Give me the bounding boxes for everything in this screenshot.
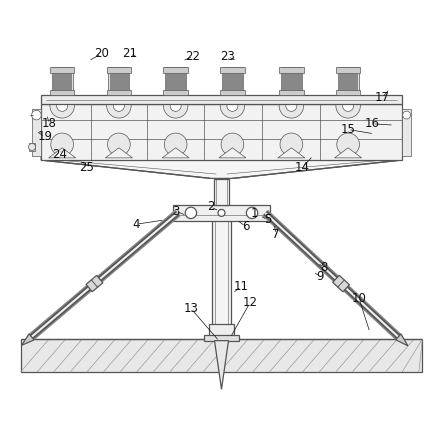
Bar bbox=[21, 339, 422, 372]
Bar bbox=[167, 73, 185, 90]
Bar bbox=[336, 67, 360, 73]
Text: 10: 10 bbox=[352, 292, 366, 305]
Polygon shape bbox=[162, 148, 189, 158]
Bar bbox=[53, 73, 71, 90]
Bar bbox=[282, 73, 300, 90]
Polygon shape bbox=[214, 341, 229, 389]
Bar bbox=[50, 67, 74, 73]
Bar bbox=[223, 73, 241, 90]
Bar bbox=[279, 90, 303, 95]
Polygon shape bbox=[219, 148, 246, 158]
Text: 21: 21 bbox=[122, 47, 137, 60]
Bar bbox=[29, 143, 35, 151]
Text: 5: 5 bbox=[264, 213, 271, 226]
Bar bbox=[339, 73, 358, 90]
Bar bbox=[220, 67, 245, 73]
Text: 15: 15 bbox=[341, 123, 356, 136]
Text: 8: 8 bbox=[320, 261, 328, 274]
Bar bbox=[110, 73, 128, 90]
Circle shape bbox=[107, 94, 131, 118]
Text: 1: 1 bbox=[250, 207, 258, 220]
Text: 12: 12 bbox=[242, 297, 257, 309]
Circle shape bbox=[57, 100, 68, 111]
Polygon shape bbox=[41, 155, 402, 178]
Text: 17: 17 bbox=[375, 91, 390, 104]
Bar bbox=[174, 205, 269, 221]
Bar bbox=[41, 104, 402, 160]
Text: 6: 6 bbox=[242, 220, 249, 233]
Bar bbox=[402, 109, 412, 155]
Bar bbox=[336, 90, 360, 95]
Bar bbox=[50, 90, 74, 95]
Circle shape bbox=[221, 133, 244, 156]
Circle shape bbox=[113, 100, 124, 111]
Bar bbox=[281, 67, 302, 95]
Text: 3: 3 bbox=[172, 205, 179, 218]
Circle shape bbox=[170, 100, 181, 111]
Circle shape bbox=[336, 94, 360, 118]
Text: 22: 22 bbox=[186, 50, 201, 63]
Text: 25: 25 bbox=[79, 161, 93, 174]
Bar bbox=[163, 67, 188, 73]
Bar bbox=[31, 109, 41, 155]
Bar bbox=[338, 67, 358, 95]
Bar bbox=[41, 95, 402, 104]
Circle shape bbox=[31, 110, 41, 120]
Circle shape bbox=[185, 207, 197, 219]
Text: 4: 4 bbox=[132, 218, 140, 231]
Bar bbox=[204, 336, 239, 341]
Bar bbox=[107, 67, 131, 73]
Circle shape bbox=[164, 133, 187, 156]
Polygon shape bbox=[333, 276, 350, 292]
Text: 13: 13 bbox=[183, 302, 198, 315]
Text: 24: 24 bbox=[52, 148, 67, 161]
Circle shape bbox=[28, 144, 35, 150]
Circle shape bbox=[342, 100, 354, 111]
Bar bbox=[222, 67, 243, 95]
Polygon shape bbox=[22, 334, 34, 345]
Circle shape bbox=[220, 94, 245, 118]
Bar bbox=[214, 179, 229, 205]
Text: 14: 14 bbox=[295, 161, 310, 174]
Circle shape bbox=[280, 133, 303, 156]
Bar bbox=[279, 67, 303, 73]
Bar bbox=[165, 67, 186, 95]
Polygon shape bbox=[86, 276, 103, 292]
Polygon shape bbox=[49, 148, 76, 158]
Circle shape bbox=[108, 133, 130, 156]
Text: 23: 23 bbox=[221, 50, 236, 63]
Polygon shape bbox=[278, 148, 305, 158]
Text: 19: 19 bbox=[37, 131, 52, 143]
Circle shape bbox=[246, 207, 258, 219]
Circle shape bbox=[51, 133, 74, 156]
Bar bbox=[210, 324, 233, 339]
Text: 20: 20 bbox=[94, 47, 109, 60]
Circle shape bbox=[227, 100, 238, 111]
Text: 9: 9 bbox=[316, 270, 323, 283]
Circle shape bbox=[286, 100, 297, 111]
Circle shape bbox=[337, 133, 359, 156]
Circle shape bbox=[279, 94, 303, 118]
Circle shape bbox=[163, 94, 188, 118]
Polygon shape bbox=[105, 148, 132, 158]
Text: 18: 18 bbox=[42, 117, 56, 131]
Text: 11: 11 bbox=[233, 280, 249, 293]
Bar bbox=[212, 217, 231, 339]
Circle shape bbox=[50, 94, 74, 118]
Circle shape bbox=[218, 209, 225, 216]
Bar bbox=[107, 90, 131, 95]
Bar bbox=[52, 67, 73, 95]
Text: 7: 7 bbox=[272, 228, 280, 241]
Circle shape bbox=[403, 111, 411, 119]
Bar bbox=[163, 90, 188, 95]
Bar bbox=[109, 67, 129, 95]
Bar bbox=[220, 90, 245, 95]
Polygon shape bbox=[396, 334, 408, 346]
Text: 16: 16 bbox=[365, 117, 380, 131]
Polygon shape bbox=[334, 148, 361, 158]
Text: 2: 2 bbox=[207, 200, 214, 213]
